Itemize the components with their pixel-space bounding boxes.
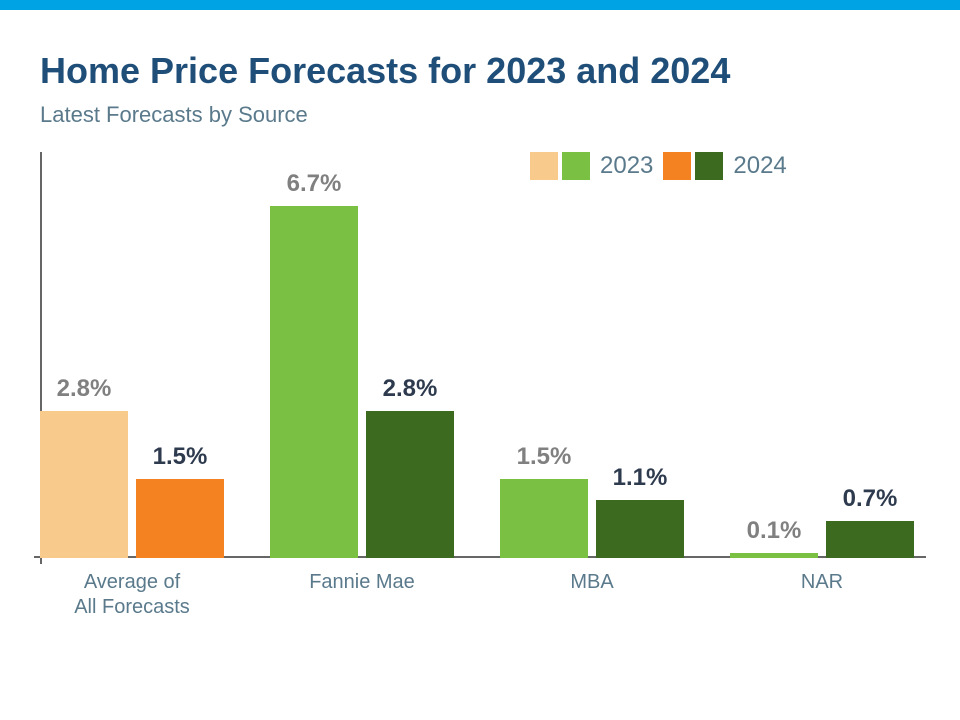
bar-nar-2023: 0.1% bbox=[730, 553, 818, 558]
bar-avg-2023: 2.8% bbox=[40, 411, 128, 558]
category-label-nar: NAR bbox=[712, 570, 932, 595]
legend-swatch-pair bbox=[663, 152, 723, 180]
bar-group-fannie: 6.7%2.8%Fannie Mae bbox=[270, 206, 454, 558]
chart-frame: Home Price Forecasts for 2023 and 2024 L… bbox=[0, 10, 960, 720]
bar-fannie-2024: 2.8% bbox=[366, 411, 454, 558]
category-label-avg: Average ofAll Forecasts bbox=[22, 570, 242, 620]
legend-swatch bbox=[663, 152, 691, 180]
bar-group-avg: 2.8%1.5%Average ofAll Forecasts bbox=[40, 411, 224, 558]
bar-value-label: 1.1% bbox=[570, 464, 710, 492]
bar-group-nar: 0.1%0.7%NAR bbox=[730, 521, 914, 558]
bar-value-label: 2.8% bbox=[14, 375, 154, 403]
bar-value-label: 2.8% bbox=[340, 375, 480, 403]
category-label-fannie: Fannie Mae bbox=[252, 570, 472, 595]
legend-swatch bbox=[530, 152, 558, 180]
bar-avg-2024: 1.5% bbox=[136, 479, 224, 558]
legend-swatch-pair bbox=[530, 152, 590, 180]
accent-top-bar bbox=[0, 0, 960, 10]
bar-mba-2024: 1.1% bbox=[596, 500, 684, 558]
legend-label: 2024 bbox=[733, 152, 786, 180]
bar-value-label: 0.1% bbox=[704, 517, 844, 545]
legend-swatch bbox=[695, 152, 723, 180]
bar-nar-2024: 0.7% bbox=[826, 521, 914, 558]
category-label-mba: MBA bbox=[482, 570, 702, 595]
bar-value-label: 0.7% bbox=[800, 485, 940, 513]
legend-label: 2023 bbox=[600, 152, 653, 180]
bar-value-label: 6.7% bbox=[244, 170, 384, 198]
plot-area: 20232024 2.8%1.5%Average ofAll Forecasts… bbox=[40, 158, 920, 558]
chart-title: Home Price Forecasts for 2023 and 2024 bbox=[40, 50, 920, 92]
bar-group-mba: 1.5%1.1%MBA bbox=[500, 479, 684, 558]
chart-subtitle: Latest Forecasts by Source bbox=[40, 102, 920, 128]
bar-value-label: 1.5% bbox=[110, 443, 250, 471]
bar-chart: 20232024 2.8%1.5%Average ofAll Forecasts… bbox=[40, 158, 920, 618]
legend-swatch bbox=[562, 152, 590, 180]
legend: 2023 2024 bbox=[530, 152, 787, 180]
